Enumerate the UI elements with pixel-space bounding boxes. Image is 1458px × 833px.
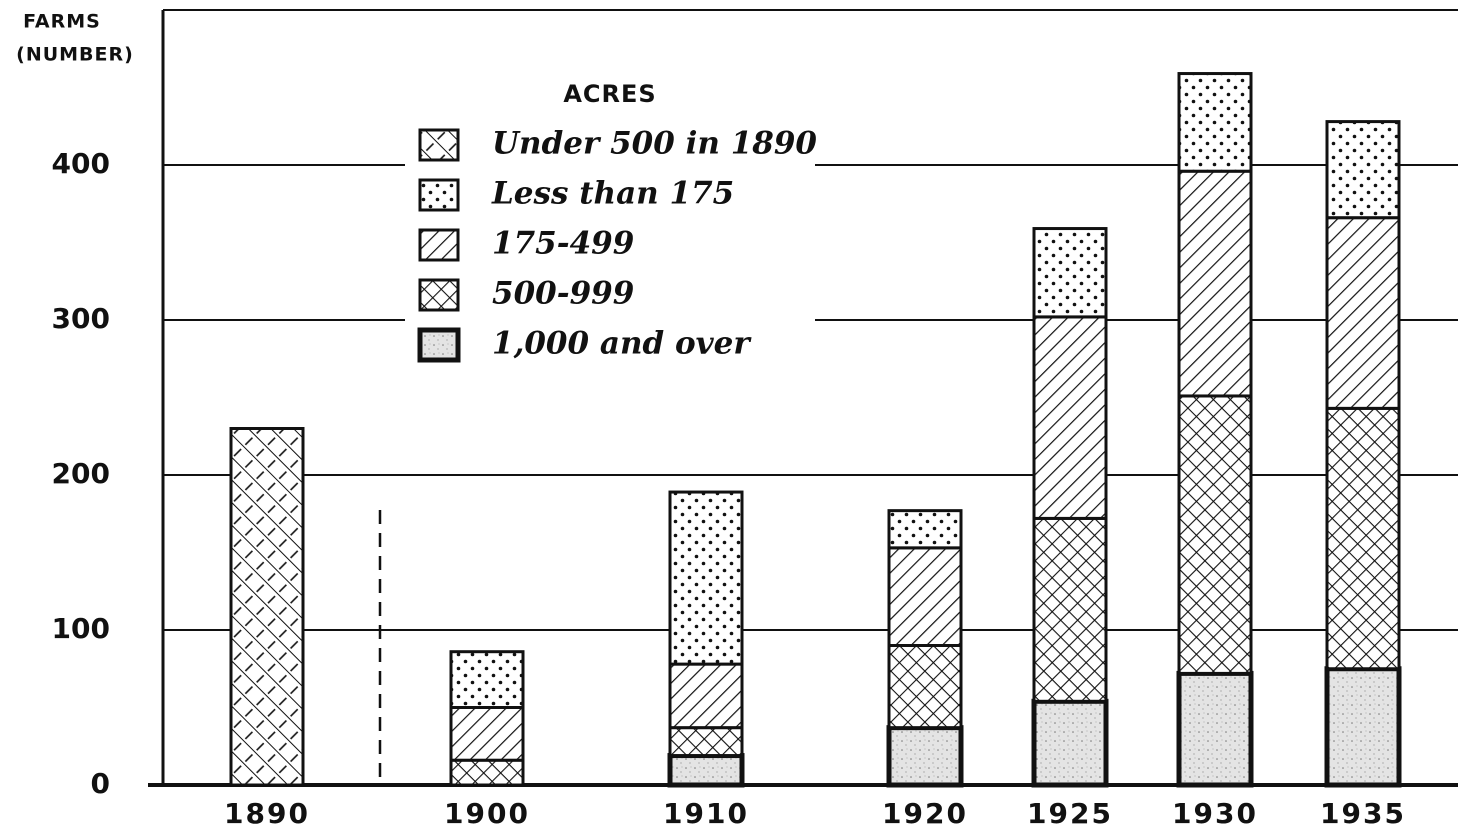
legend-label: 500-999 bbox=[492, 276, 634, 312]
bar-segment bbox=[229, 427, 305, 787]
bar-segment bbox=[1032, 227, 1108, 319]
bar-segment bbox=[887, 644, 963, 730]
bar-segment bbox=[1031, 698, 1109, 788]
bar-segment bbox=[1177, 394, 1253, 675]
y-tick-label: 200 bbox=[52, 457, 110, 490]
y-tick-label: 0 bbox=[91, 767, 110, 800]
legend-swatch bbox=[417, 327, 461, 363]
x-tick-label: 1935 bbox=[1320, 797, 1406, 830]
legend: ACRES Under 500 in 1890 Less than 175 175-… bbox=[405, 70, 817, 375]
legend-bg bbox=[405, 70, 815, 375]
y-label: FARMS bbox=[23, 11, 101, 33]
bar-segment bbox=[1325, 216, 1401, 410]
y-tick-label: 400 bbox=[52, 147, 110, 180]
bar-segment bbox=[1177, 72, 1253, 173]
bar-segment bbox=[668, 662, 744, 730]
bar-segment bbox=[449, 758, 525, 787]
legend-label: Under 500 in 1890 bbox=[492, 126, 817, 162]
x-tick-label: 1890 bbox=[224, 797, 310, 830]
bar-segment bbox=[449, 650, 525, 710]
legend-swatch bbox=[418, 178, 460, 212]
x-tick-label: 1920 bbox=[882, 797, 968, 830]
bar-segment bbox=[1176, 670, 1254, 788]
legend-swatch bbox=[418, 278, 460, 312]
bar-segment bbox=[887, 546, 963, 647]
legend-label: 175-499 bbox=[492, 226, 634, 262]
bar-segment bbox=[449, 706, 525, 762]
legend-label: Less than 175 bbox=[491, 176, 734, 212]
bar-segment bbox=[668, 490, 744, 666]
x-tick-label: 1900 bbox=[444, 797, 530, 830]
bar-segment bbox=[1032, 315, 1108, 520]
legend-swatch bbox=[418, 228, 460, 262]
bar-segment bbox=[668, 726, 744, 758]
bar-segment bbox=[1325, 120, 1401, 220]
bar-segment bbox=[1177, 169, 1253, 398]
x-tick-label: 1930 bbox=[1172, 797, 1258, 830]
bar-segment bbox=[886, 725, 964, 788]
y-label: (NUMBER) bbox=[16, 44, 134, 66]
x-tick-label: 1910 bbox=[663, 797, 749, 830]
legend-label: 1,000 and over bbox=[492, 326, 752, 362]
bar-segment bbox=[1325, 406, 1401, 671]
x-tick-label: 1925 bbox=[1027, 797, 1113, 830]
bar-segment bbox=[887, 509, 963, 550]
bar-segment bbox=[667, 753, 745, 788]
y-tick-label: 100 bbox=[52, 612, 110, 645]
bars: 1890 1900 1910 1920 1925 1930 1935 bbox=[224, 72, 1406, 830]
y-tick-label: 300 bbox=[52, 302, 110, 335]
bar-segment bbox=[1324, 666, 1402, 788]
legend-title: ACRES bbox=[563, 80, 656, 108]
legend-swatch bbox=[418, 128, 460, 162]
bar-segment bbox=[1032, 516, 1108, 703]
